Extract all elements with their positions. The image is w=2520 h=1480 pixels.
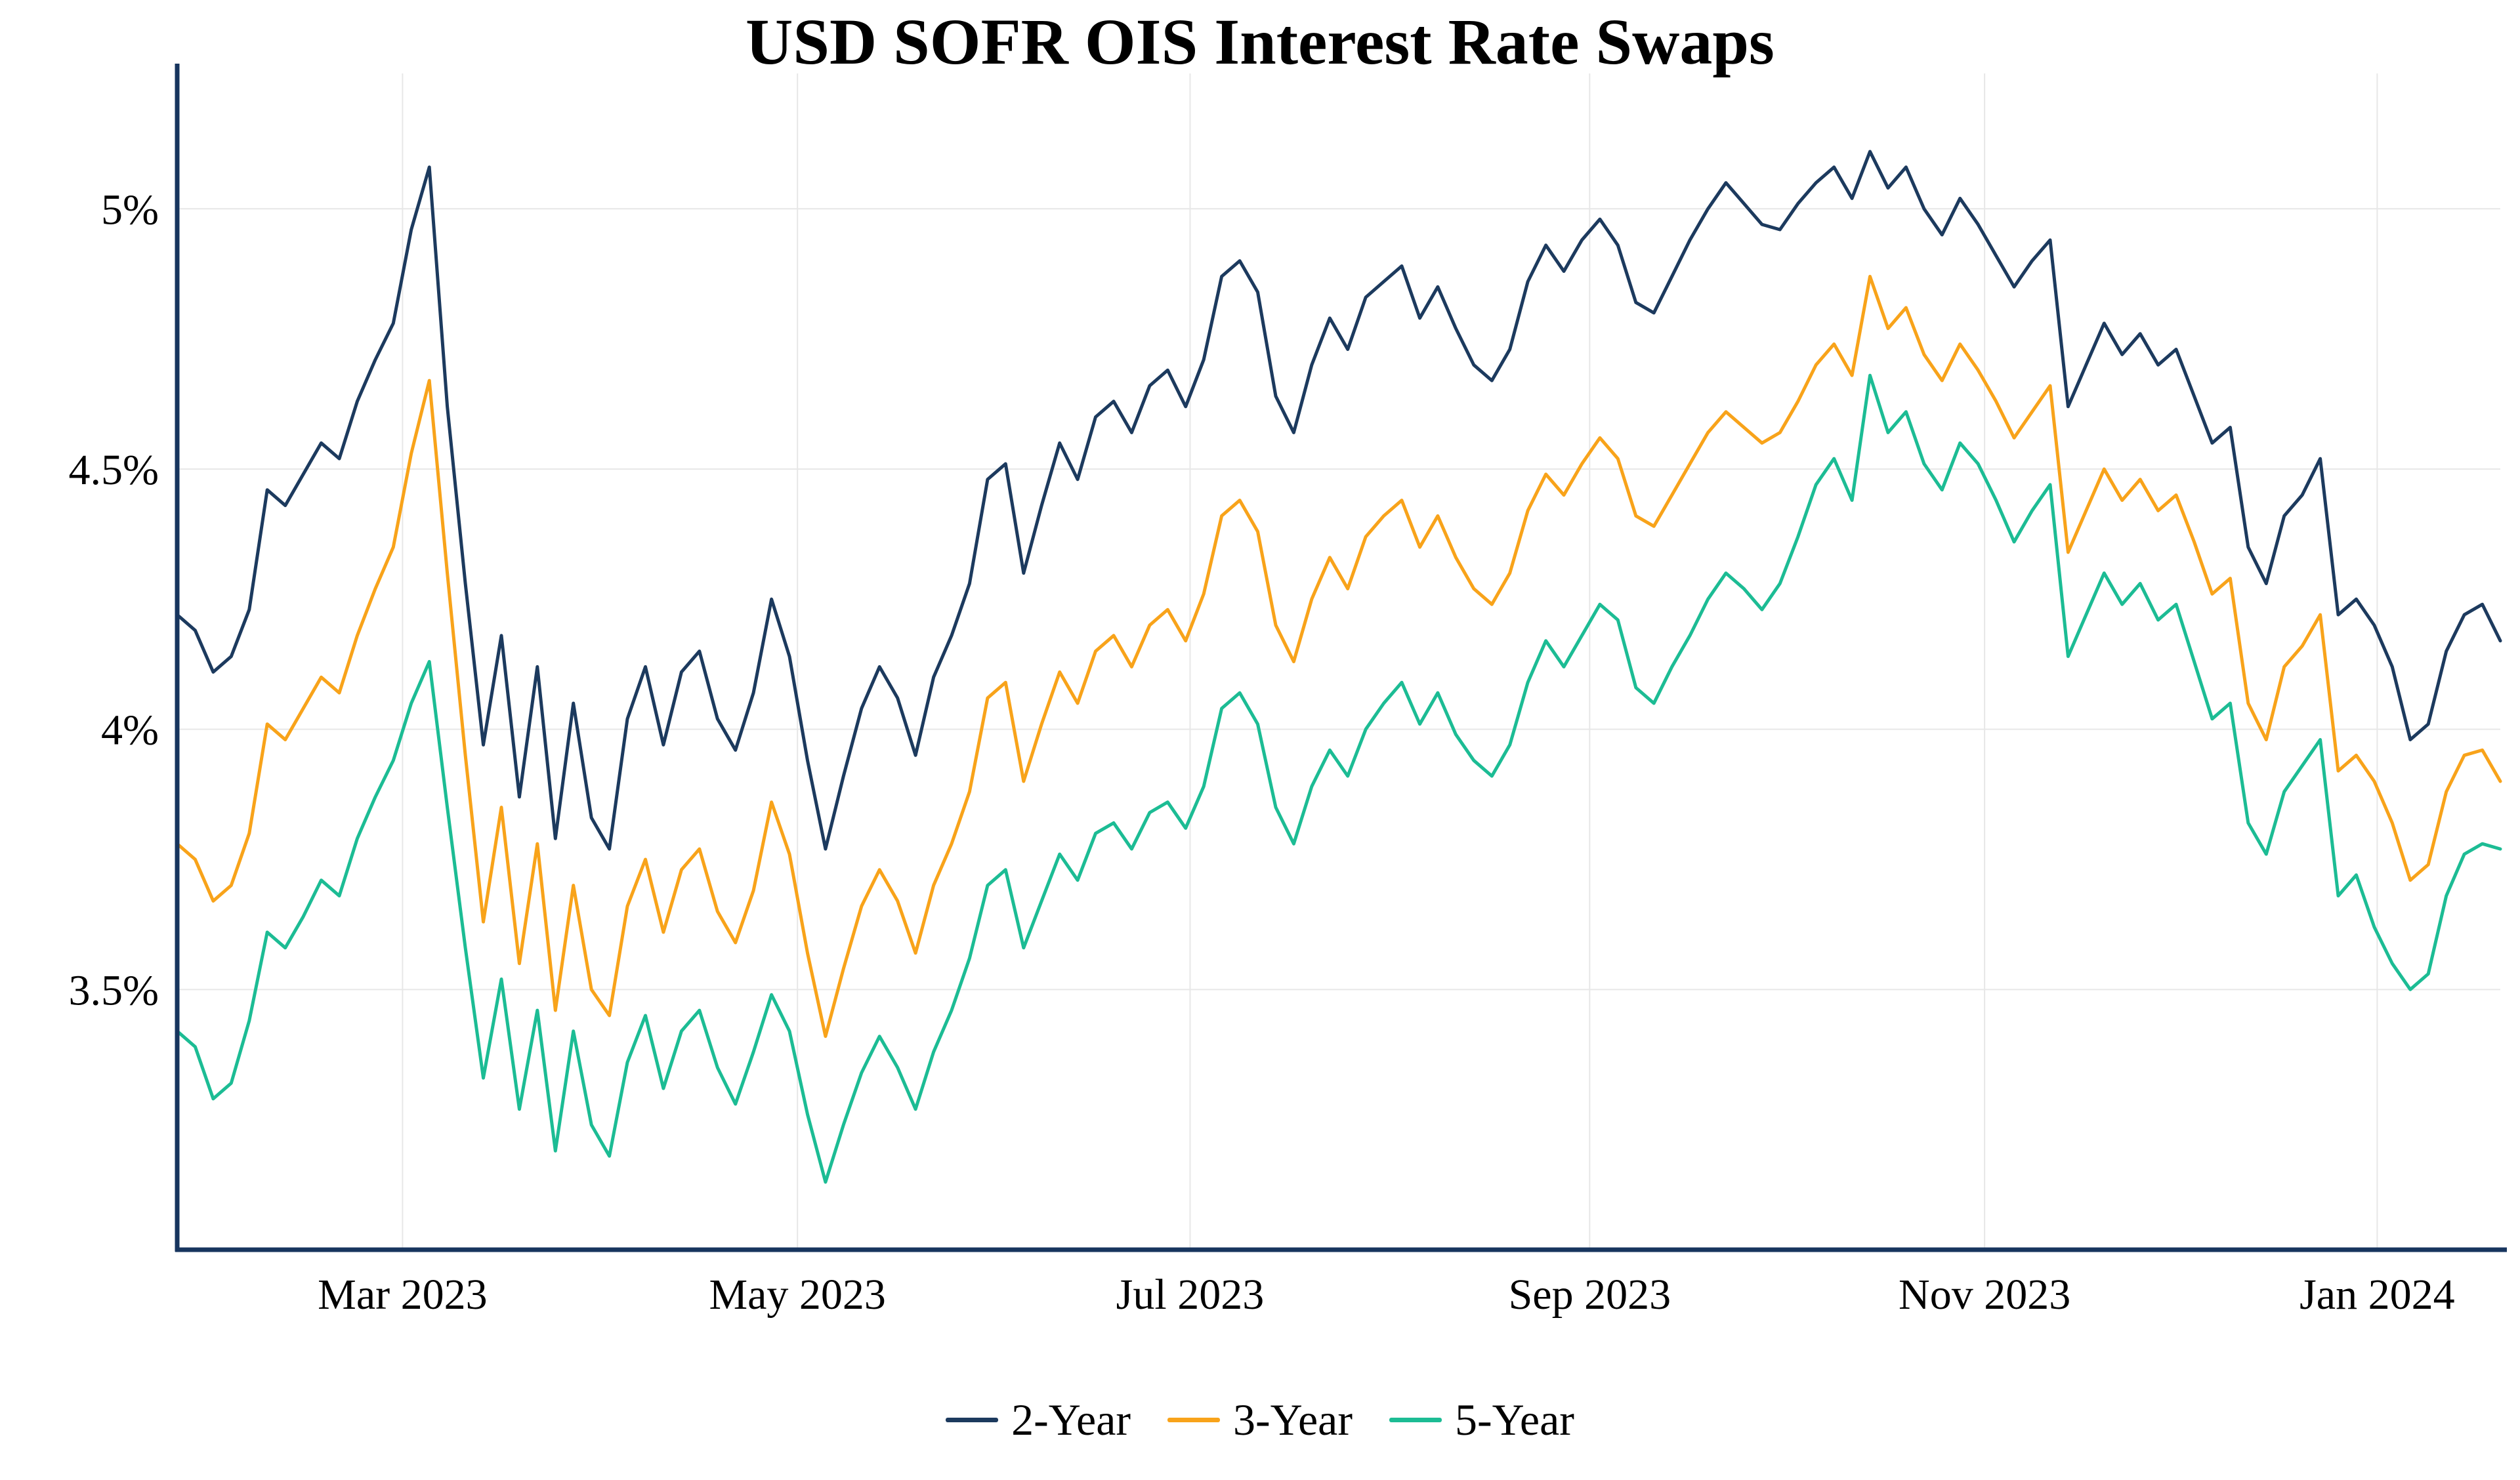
x-tick-label: Sep 2023 xyxy=(1509,1271,1671,1319)
legend-label-5-year: 5-Year xyxy=(1454,1395,1574,1445)
x-tick-label: Mar 2023 xyxy=(318,1271,487,1319)
x-tick-label: May 2023 xyxy=(709,1271,885,1319)
chart-title: USD SOFR OIS Interest Rate Swaps xyxy=(746,5,1774,78)
x-tick-label: Jul 2023 xyxy=(1116,1271,1265,1319)
x-tick-label: Nov 2023 xyxy=(1899,1271,2070,1319)
legend-line-swatch-5-year xyxy=(1389,1418,1442,1422)
y-tick-label: 3.5% xyxy=(69,966,159,1014)
x-tick-label: Jan 2024 xyxy=(2300,1271,2454,1319)
y-tick-label: 4% xyxy=(101,707,159,754)
chart-legend: 2-Year 3-Year 5-Year xyxy=(0,1394,2520,1446)
legend-label-3-year: 3-Year xyxy=(1233,1395,1353,1445)
legend-item-3-year: 3-Year xyxy=(1167,1394,1353,1446)
legend-line-swatch-2-year xyxy=(946,1418,999,1422)
legend-item-2-year: 2-Year xyxy=(946,1394,1131,1446)
y-tick-label: 4.5% xyxy=(69,446,159,494)
legend-item-5-year: 5-Year xyxy=(1389,1394,1574,1446)
legend-line-swatch-3-year xyxy=(1167,1418,1221,1422)
y-tick-label: 5% xyxy=(101,186,159,234)
legend-label-2-year: 2-Year xyxy=(1011,1395,1131,1445)
